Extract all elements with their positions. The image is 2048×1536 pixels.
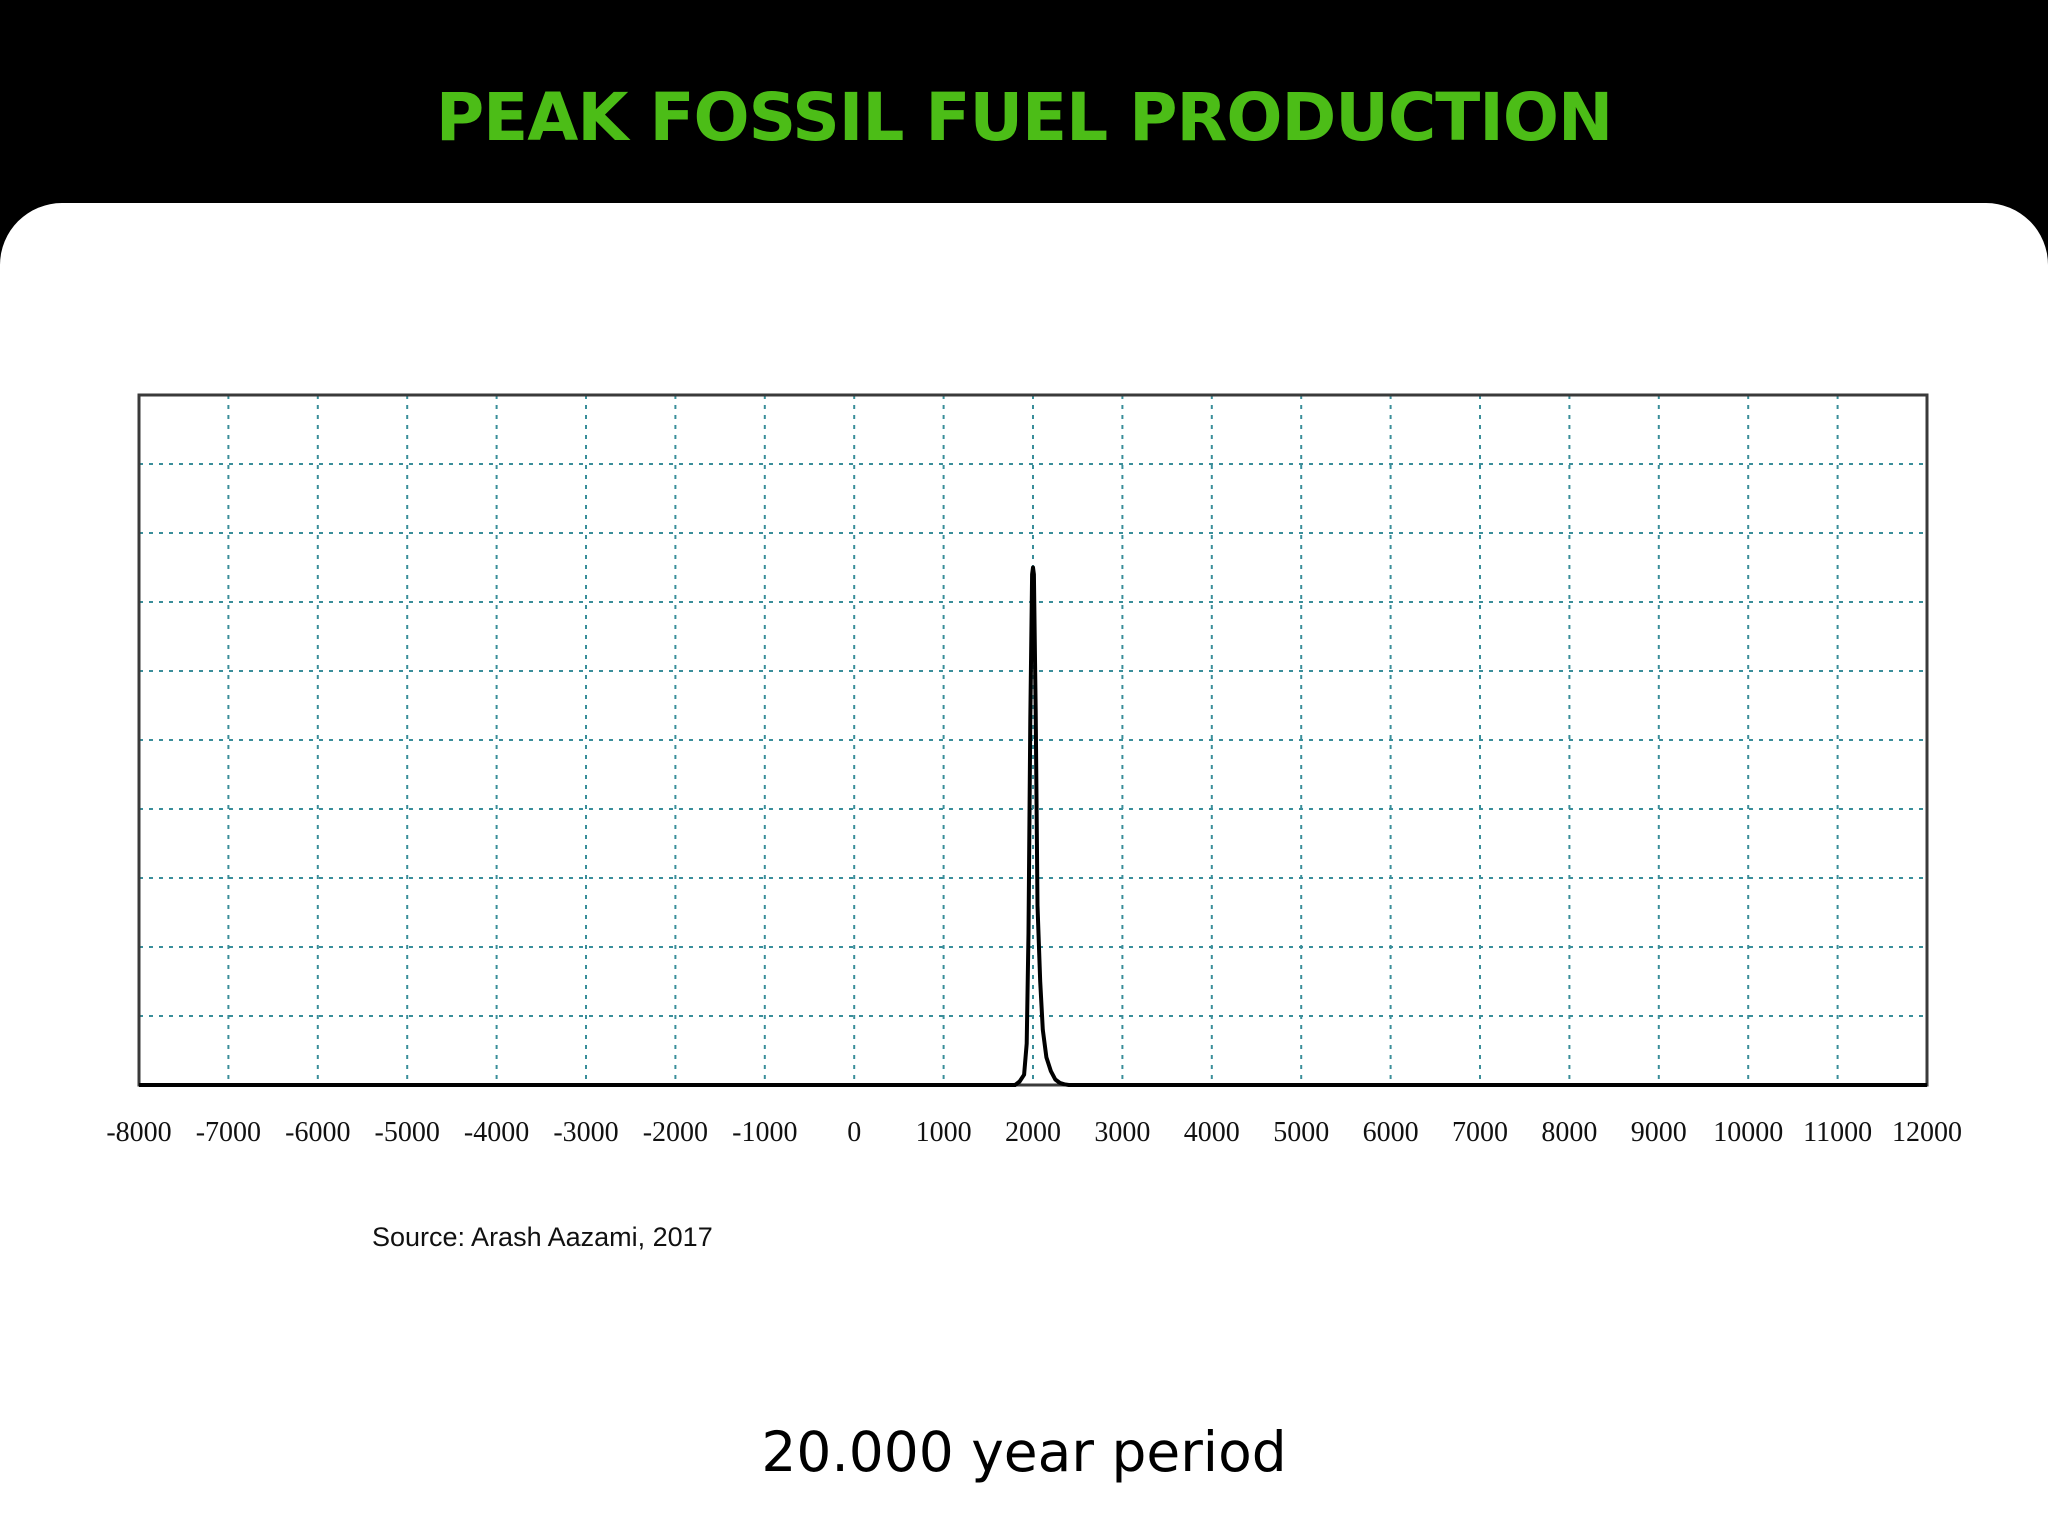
x-tick-label: -1000 (732, 1117, 797, 1148)
x-tick-label: 2000 (1005, 1117, 1061, 1148)
x-tick-label: 11000 (1803, 1117, 1872, 1148)
x-tick-label: -8000 (106, 1117, 171, 1148)
x-tick-label: 8000 (1541, 1117, 1597, 1148)
series-layer (139, 565, 1927, 1087)
x-tick-label: 1000 (916, 1117, 972, 1148)
x-tick-label: -3000 (553, 1117, 618, 1148)
x-axis-tick-labels: -8000 -7000 -6000 -5000 -4000 -3000 -2000 -1000… (106, 1117, 1962, 1148)
period-caption: 20.000 year period (761, 1420, 1287, 1484)
x-tick-label: -2000 (643, 1117, 708, 1148)
source-note: Source: Arash Aazami, 2017 (372, 1222, 713, 1252)
x-tick-label: -6000 (285, 1117, 350, 1148)
production-curve (139, 565, 1927, 1087)
x-tick-label: 5000 (1273, 1117, 1329, 1148)
plot-frame (137, 393, 1929, 1087)
x-tick-label: -4000 (464, 1117, 529, 1148)
x-tick-label: 9000 (1631, 1117, 1687, 1148)
x-tick-label: 3000 (1094, 1117, 1150, 1148)
content-panel (0, 203, 2048, 1536)
x-tick-label: 10000 (1713, 1117, 1783, 1148)
x-tick-label: 0 (847, 1117, 861, 1148)
x-tick-label: 4000 (1184, 1117, 1240, 1148)
x-tick-label: 6000 (1363, 1117, 1419, 1148)
x-tick-label: 7000 (1452, 1117, 1508, 1148)
slide-title: PEAK FOSSIL FUEL PRODUCTION (435, 79, 1613, 156)
x-tick-label: -7000 (196, 1117, 261, 1148)
x-tick-label: -5000 (375, 1117, 440, 1148)
x-tick-label: 12000 (1892, 1117, 1962, 1148)
